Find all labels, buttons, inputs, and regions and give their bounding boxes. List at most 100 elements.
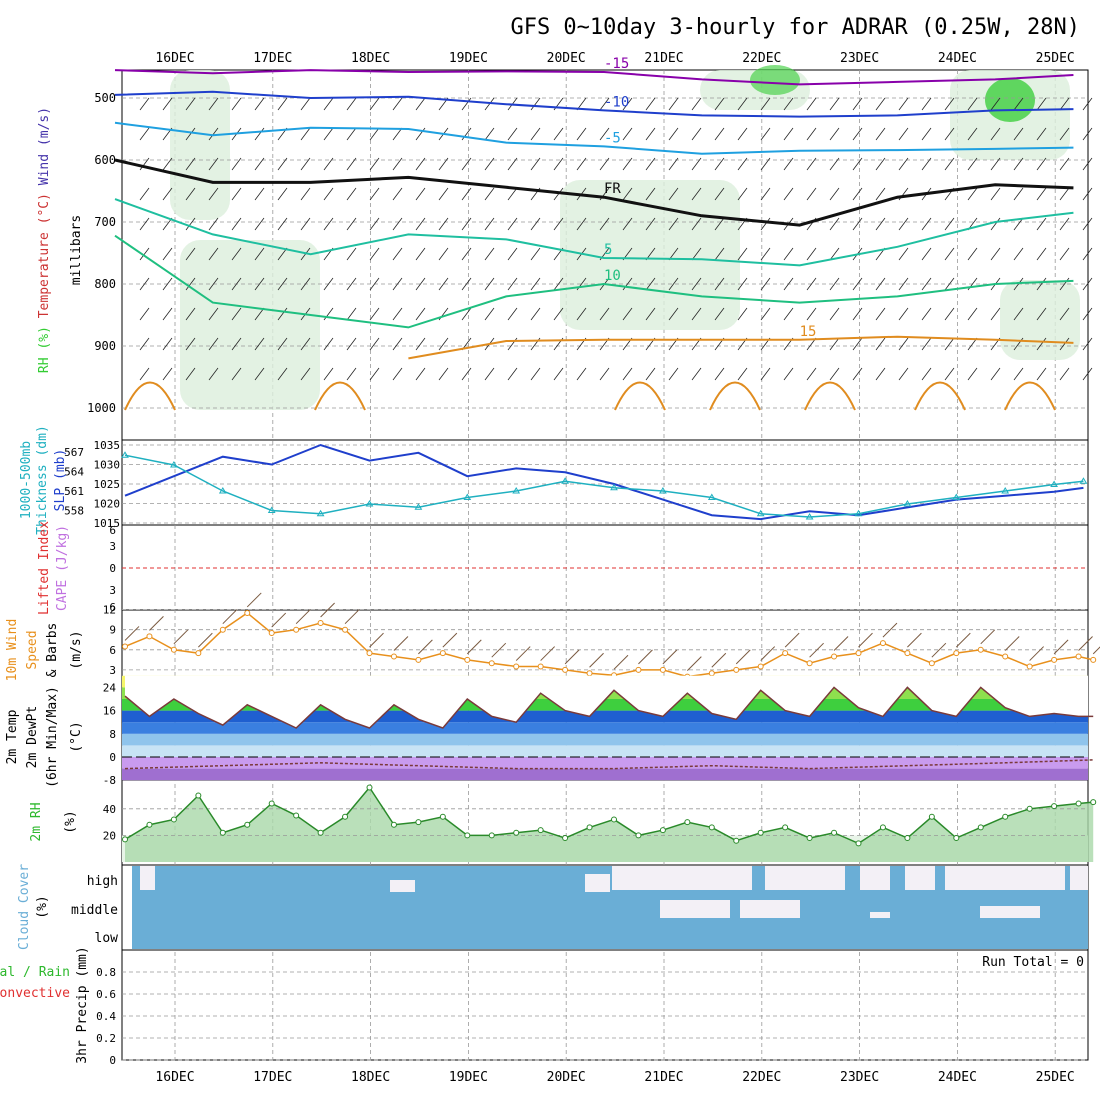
wind-barb (1013, 97, 1024, 111)
wind-barb (1059, 127, 1070, 141)
wind-barb (231, 277, 242, 291)
precip-tick: 0.6 (96, 988, 116, 1001)
wind10-barb (149, 616, 164, 631)
wind-barb (530, 247, 541, 261)
wind-barb (254, 97, 265, 111)
rh2m-point (170, 816, 177, 823)
wind-barb (369, 277, 380, 291)
wind-barb (783, 97, 794, 111)
wind10-barb (882, 622, 898, 638)
wind-barb (162, 97, 173, 111)
wind-barb (783, 187, 794, 201)
wind-barb (369, 127, 380, 141)
wind-ylabel-b: Speed (25, 630, 40, 669)
panel-frame-precip (121, 949, 1089, 1061)
wind-barb (645, 217, 656, 231)
wind-barb (898, 367, 909, 381)
wind-barb (645, 97, 656, 111)
wind-barb (231, 187, 242, 201)
wind-barb (323, 217, 334, 231)
wind-barb (300, 157, 311, 171)
wind10-point (537, 663, 544, 670)
wind-barb (461, 307, 472, 321)
wind-barb (254, 307, 265, 321)
wind-barb (553, 217, 564, 231)
wind-barb (967, 247, 978, 261)
wind-barb (277, 367, 288, 381)
day-label-top: 20DEC (547, 51, 586, 66)
wind-barb (415, 367, 426, 381)
wind-ylabel-a-part: 10m Wind (5, 619, 20, 682)
rh2m-point (1026, 805, 1033, 812)
upper-ylabel-part: RH (%) (37, 318, 52, 373)
day-label-top: 17DEC (253, 51, 292, 66)
wind-barb (185, 187, 196, 201)
wind-barb (139, 97, 150, 111)
wind-barb (139, 157, 150, 171)
thickness-marker (756, 509, 765, 517)
wind-barb (668, 277, 679, 291)
rh-ylabel-a-part: 2m RH (29, 802, 44, 841)
cloud-high-block (390, 880, 415, 892)
wind-barb (1059, 367, 1070, 381)
upper-yaxis-title: millibars (69, 215, 84, 285)
wind-barb (530, 217, 541, 231)
wind-barb (162, 157, 173, 171)
warm-contour (124, 381, 176, 411)
wind-barb (944, 127, 955, 141)
wind10-point (390, 653, 397, 660)
wind-barb (852, 127, 863, 141)
wind-barb (1036, 127, 1047, 141)
li-ylabel-a-part: Lifted Index (37, 521, 52, 615)
wind-barb (1013, 307, 1024, 321)
wind10-point (928, 660, 935, 667)
wind-barb (622, 157, 633, 171)
wind-barb (1082, 127, 1093, 141)
wind-barb (231, 217, 242, 231)
wind-barb (277, 217, 288, 231)
precip-tick: 0.2 (96, 1032, 116, 1045)
rh2m-point (659, 827, 666, 834)
wind10-point (195, 650, 202, 657)
precip-ylabel-c-part: 3hr Precip (mm) (75, 946, 90, 1063)
panels: -15 -10 -5 FR 5 10 15 (114, 56, 1100, 1061)
wind10-point (733, 666, 740, 673)
wind-ylabel-a: 10m Wind (5, 619, 20, 682)
wind10-point (513, 663, 520, 670)
wind-barb (346, 187, 357, 201)
wind-barb (875, 157, 886, 171)
rh-ylabel-b: (%) (63, 810, 78, 833)
rh2m-point (488, 832, 495, 839)
wind-barb (208, 97, 219, 111)
wind-barb (484, 157, 495, 171)
wind-barb (829, 247, 840, 261)
lifted-tick: 0 (109, 562, 116, 575)
wind-barb (530, 97, 541, 111)
slp-ylabel-b-part: Thickness (dm) (35, 425, 50, 535)
wind-barb (507, 307, 518, 321)
wind-barb (967, 127, 978, 141)
wind-barb (576, 217, 587, 231)
wind10-barb (540, 646, 556, 661)
wind-barb (300, 367, 311, 381)
rh2m-point (708, 824, 715, 831)
wind-barb (990, 247, 1001, 261)
wind-barb (760, 157, 771, 171)
upper-air-panel: -15 -10 -5 FR 5 10 15 (114, 56, 1093, 411)
panel-labels: 16DEC 16DEC 17DEC 17DEC 18DEC 18DEC 19DEC 19DEC… (0, 51, 1084, 1085)
wind-barb (1059, 97, 1070, 111)
wind10-barb (344, 609, 360, 625)
isotherm--10 (114, 90, 1074, 118)
lifted-tick: 6 (109, 601, 116, 614)
wind-barb (806, 307, 817, 321)
wind-ylabel-d: (m/s) (69, 630, 84, 669)
wind-barb (737, 187, 748, 201)
wind10-point (342, 626, 349, 633)
wind-barb (277, 307, 288, 321)
wind-barb (1059, 307, 1070, 321)
wind-tick: 3 (109, 664, 116, 677)
wind-barb (852, 337, 863, 351)
wind-barb (415, 277, 426, 291)
wind-barb (829, 97, 840, 111)
wind-barb (875, 217, 886, 231)
